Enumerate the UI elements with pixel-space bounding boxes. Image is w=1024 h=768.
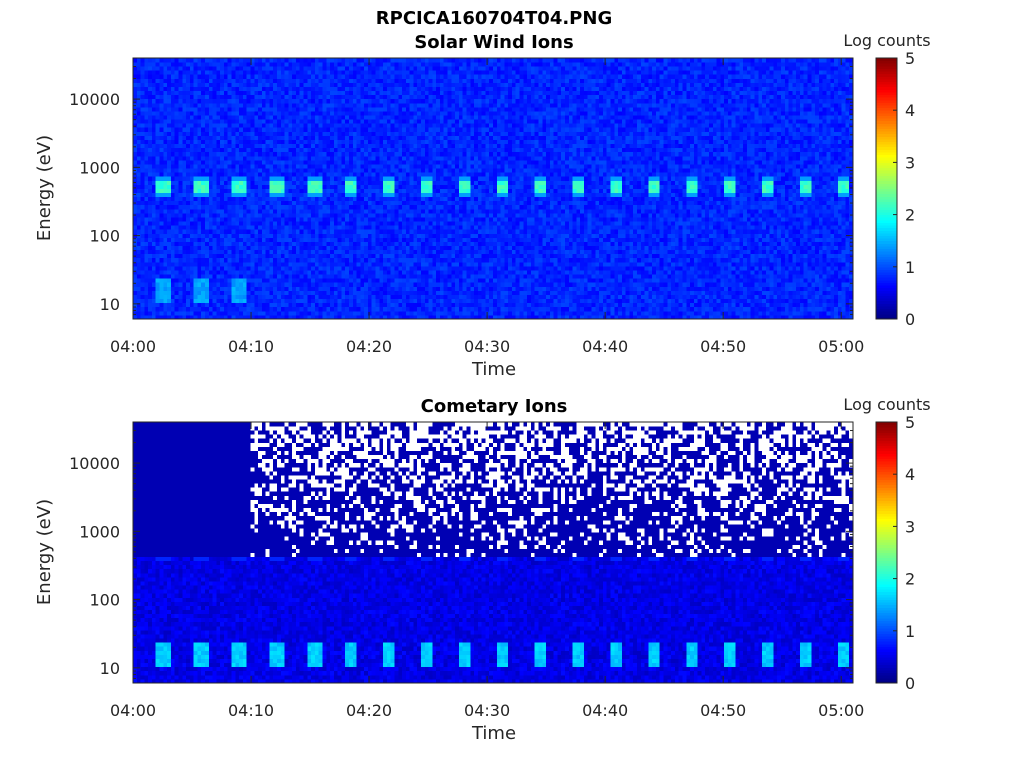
heatmap-cells: [133, 58, 854, 320]
x-tick-label: 05:00: [818, 337, 864, 356]
colorbar-tick-label: 5: [905, 49, 915, 68]
figure-title: RPCICA160704T04.PNG: [376, 10, 612, 28]
panel2-colorbar-label: Log counts: [843, 397, 930, 413]
colorbar-tick: 3: [893, 153, 915, 172]
y-tick-label: 10: [100, 295, 120, 314]
x-tick: 05:00: [818, 422, 864, 720]
panel-2-spectrogram: 04:00 04:10 04:20 04:30 04:40 04:50 05:00 10 100…: [69, 421, 864, 720]
y-tick: 10000: [69, 454, 853, 473]
panel1-colorbar-label: Log counts: [843, 33, 930, 49]
x-tick-label: 04:30: [464, 337, 510, 356]
x-tick: 04:30: [464, 58, 510, 356]
colorbar-tick: 2: [893, 206, 915, 225]
x-tick: 04:40: [582, 58, 628, 356]
x-tick: 04:50: [700, 58, 746, 356]
y-tick-label: 1000: [79, 158, 120, 177]
x-tick-label: 04:30: [464, 701, 510, 720]
y-tick: 10: [100, 659, 853, 678]
colorbar-tick-label: 2: [905, 570, 915, 589]
x-tick: 04:40: [582, 422, 628, 720]
heatmap-cells: [133, 422, 854, 684]
x-tick: 04:10: [228, 422, 274, 720]
colorbar-frame: [875, 421, 898, 684]
plot-frame: [132, 57, 854, 320]
colorbar-tick-label: 5: [905, 413, 915, 432]
x-tick: 04:20: [346, 422, 392, 720]
panel-2-colorbar: 0 1 2 3 4 5: [875, 413, 915, 693]
y-tick-label: 10000: [69, 90, 120, 109]
x-tick-label: 05:00: [818, 701, 864, 720]
x-tick-label: 04:20: [346, 337, 392, 356]
panel1-title: Solar Wind Ions: [414, 34, 573, 52]
y-tick: 10000: [69, 90, 853, 109]
x-tick-label: 04:50: [700, 337, 746, 356]
x-tick: 04:00: [110, 58, 156, 356]
colorbar-frame: [875, 57, 898, 320]
colorbar-tick: 0: [893, 674, 915, 693]
x-tick-label: 04:00: [110, 701, 156, 720]
colorbar-tick-label: 1: [905, 622, 915, 641]
colorbar-tick-label: 0: [905, 310, 915, 329]
panel2-title: Cometary Ions: [421, 398, 568, 416]
colorbar-tick: 4: [893, 465, 915, 484]
panel-1-spectrogram: 04:00 04:10 04:20 04:30 04:40 04:50 05:00 10 100…: [69, 57, 864, 356]
colorbar-tick: 2: [893, 570, 915, 589]
panel-1-colorbar: 0 1 2 3 4 5: [875, 49, 915, 329]
y-tick-label: 1000: [79, 522, 120, 541]
y-tick-label: 100: [89, 227, 120, 246]
y-tick: 100: [89, 591, 853, 610]
plot-frame: [132, 421, 854, 684]
y-tick: 100: [89, 227, 853, 246]
x-tick: 05:00: [818, 58, 864, 356]
colorbar-tick: 4: [893, 101, 915, 120]
x-tick: 04:00: [110, 422, 156, 720]
x-tick: 04:10: [228, 58, 274, 356]
x-tick-label: 04:40: [582, 701, 628, 720]
colorbar-tick: 5: [893, 49, 915, 68]
x-tick: 04:20: [346, 58, 392, 356]
colorbar-tick-label: 4: [905, 101, 915, 120]
colorbar-tick: 3: [893, 517, 915, 536]
colorbar-tick-label: 4: [905, 465, 915, 484]
y-tick: 10: [100, 295, 853, 314]
x-tick-label: 04:50: [700, 701, 746, 720]
x-tick-label: 04:20: [346, 701, 392, 720]
colorbar-tick-label: 3: [905, 517, 915, 536]
panel1-xlabel: Time: [472, 361, 516, 379]
y-tick-label: 100: [89, 591, 120, 610]
colorbar-tick-label: 0: [905, 674, 915, 693]
colorbar-tick-label: 2: [905, 206, 915, 225]
y-tick-label: 10000: [69, 454, 120, 473]
colorbar-tick: 0: [893, 310, 915, 329]
colorbar-tick-label: 3: [905, 153, 915, 172]
panel2-xlabel: Time: [472, 725, 516, 743]
y-tick: 1000: [79, 522, 853, 541]
y-tick: 1000: [79, 158, 853, 177]
colorbar-tick: 1: [893, 258, 915, 277]
colorbar-tick-label: 1: [905, 258, 915, 277]
x-tick-label: 04:40: [582, 337, 628, 356]
colorbar-tick: 5: [893, 413, 915, 432]
x-tick-label: 04:00: [110, 337, 156, 356]
x-tick-label: 04:10: [228, 701, 274, 720]
colorbar-tick: 1: [893, 622, 915, 641]
x-tick: 04:30: [464, 422, 510, 720]
x-tick: 04:50: [700, 422, 746, 720]
y-tick-label: 10: [100, 659, 120, 678]
x-tick-label: 04:10: [228, 337, 274, 356]
